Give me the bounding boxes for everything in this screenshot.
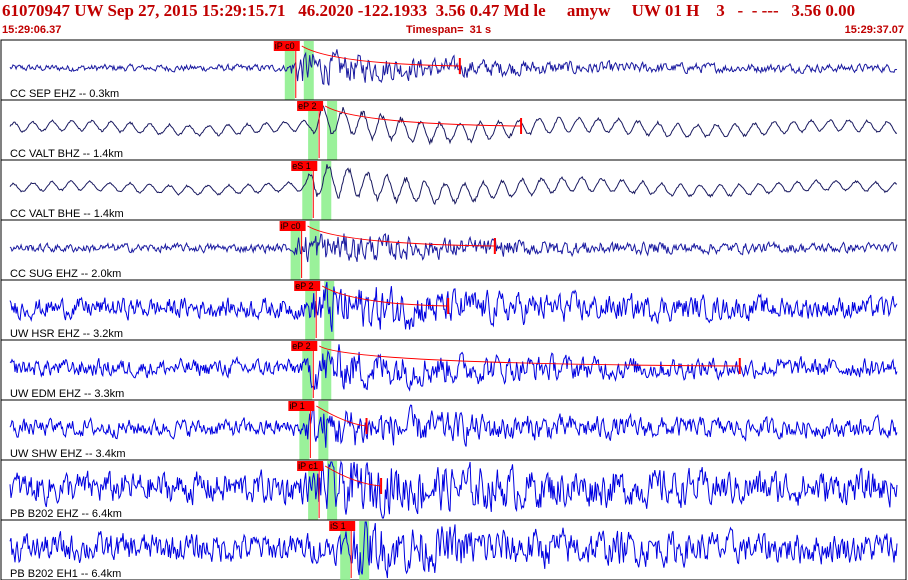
waveform-trace [9,49,898,86]
pick-window [299,401,310,460]
channel-label: UW SHW EHZ -- 3.4km [10,448,126,460]
pick-window [340,521,351,580]
pick-label-box [291,341,318,351]
pick-window [302,161,313,220]
event-title: 61070947 UW Sep 27, 2015 15:29:15.71 46.… [2,1,856,20]
pick-label-box [273,41,300,51]
waveform-trace [9,521,898,579]
coda-fit-curve [307,225,495,247]
pick-label-box [291,161,318,171]
pick-label-box [279,221,306,231]
pick-label: eP 2 [295,281,313,291]
channel-panel: eP 2 CC VALT BHZ -- 1.4km [0,99,907,161]
channel-label: CC SEP EHZ -- 0.3km [10,88,119,100]
pick-window-secondary [359,521,370,580]
pick-window-secondary [327,101,338,160]
pick-label-box [294,281,321,291]
start-time-label: 15:29:06.37 [2,24,62,36]
pick-label: iP c1 [298,461,318,471]
channel-panel: iS 1 PB B202 EH1 -- 6.4km [0,519,907,580]
pick-label: eP 2 [292,341,310,351]
pick-window-secondary [309,221,320,280]
channel-panel: eP 2 UW HSR EHZ -- 3.2km [0,279,907,341]
pick-label-box [297,461,324,471]
event-header: 61070947 UW Sep 27, 2015 15:29:15.71 46.… [0,0,908,20]
coda-fit-curve [319,345,740,367]
coda-fit-curve [324,105,522,127]
channel-label: CC VALT BHE -- 1.4km [10,208,124,220]
pick-window-secondary [321,161,332,220]
channel-label: CC SUG EHZ -- 2.0km [10,268,121,280]
channel-label: UW HSR EHZ -- 3.2km [10,328,123,340]
channel-panel: iP 1 UW SHW EHZ -- 3.4km [0,399,907,461]
time-bar [0,22,908,38]
pick-window [305,281,316,340]
pick-label: iP c0 [281,221,301,231]
pick-window [302,341,313,400]
coda-fit-curve [321,285,449,307]
channel-panel: iP c1 PB B202 EHZ -- 6.4km [0,459,907,521]
waveform-trace [9,460,898,519]
channel-panel: eP 2 UW EDM EHZ -- 3.3km [0,339,907,401]
coda-fit-curve [324,465,382,487]
pick-label-box [329,521,356,531]
pick-label: iS 1 [330,521,346,531]
waveform-trace [9,281,898,332]
pick-label: iP 1 [289,401,304,411]
channel-panel: eS 1 CC VALT BHE -- 1.4km [0,159,907,221]
coda-fit-curve [301,45,460,67]
channel-label: PB B202 EH1 -- 6.4km [10,568,121,580]
channel-label: CC VALT BHZ -- 1.4km [10,148,123,160]
pick-label: eS 1 [292,161,311,171]
channel-label: UW EDM EHZ -- 3.3km [10,388,124,400]
waveform-trace [9,104,898,146]
end-time-label: 15:29:37.07 [844,24,904,36]
timespan-label: Timespan= 31 s [406,24,492,36]
waveform-trace [9,164,898,206]
pick-label-box [297,101,324,111]
pick-label: iP c0 [275,41,295,51]
seismogram-panels[interactable]: iP c0 CC SEP EHZ -- 0.3km eP 2 CC VALT BHZ … [0,38,908,580]
pick-window [284,41,295,100]
channel-panel: iP c0 CC SEP EHZ -- 0.3km [0,39,907,101]
panel-border [0,39,907,101]
pick-window-secondary [327,461,338,520]
waveform-trace [9,404,898,448]
waveform-trace [9,344,898,392]
channel-label: PB B202 EHZ -- 6.4km [10,508,122,520]
pick-label-box [288,401,315,411]
pick-window [308,461,319,520]
panel-border [0,519,907,580]
coda-fit-curve [316,405,367,427]
pick-label: eP 2 [298,101,316,111]
waveform-trace [9,233,898,263]
channel-panel: iP c0 CC SUG EHZ -- 2.0km [0,219,907,281]
panel-border [0,279,907,341]
